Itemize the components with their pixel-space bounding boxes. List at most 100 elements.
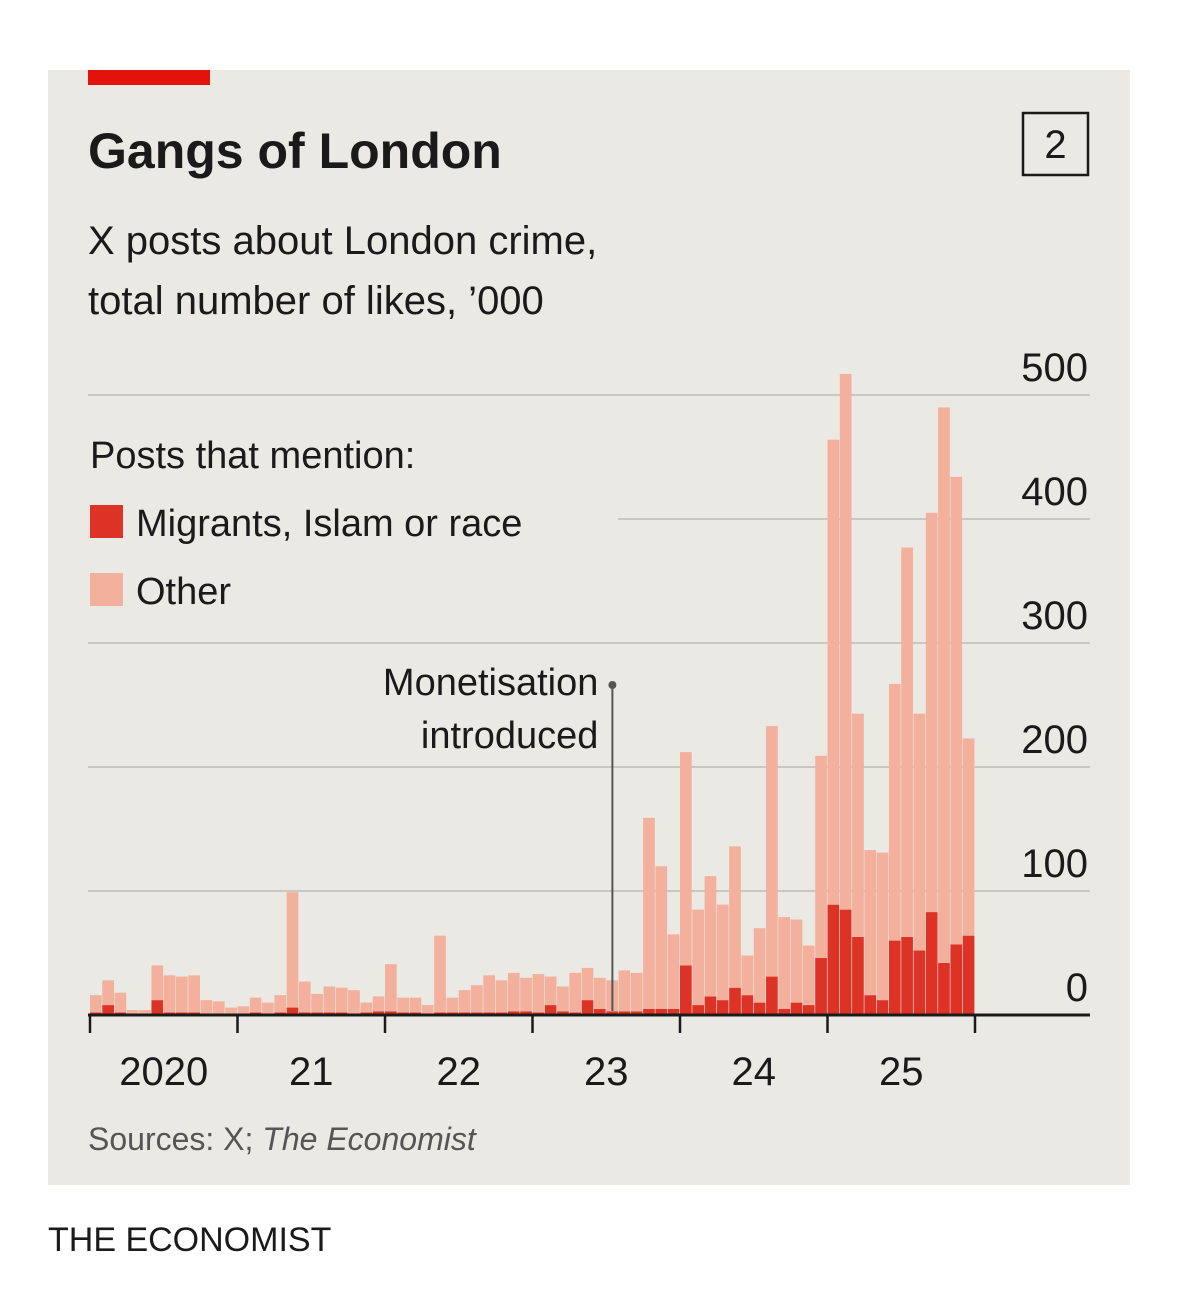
bar-segment [311, 993, 323, 1013]
y-tick-label: 400 [1021, 470, 1088, 514]
bar-segment [495, 980, 508, 1013]
bar-segment [790, 919, 803, 1003]
bar-segment [741, 995, 754, 1015]
subtitle-line: total number of likes, ’000 [88, 279, 544, 323]
source-text: Sources: X; [88, 1121, 253, 1157]
bar-segment [729, 846, 741, 988]
bar-segment [298, 981, 311, 1013]
bar-segment [925, 512, 938, 913]
chart-number: 2 [1044, 123, 1066, 167]
y-tick-label: 100 [1021, 842, 1088, 886]
bar-segment [790, 1002, 803, 1015]
bar-segment [876, 852, 889, 1001]
bars [90, 373, 975, 1015]
bar-segment [839, 909, 852, 1015]
bar-segment [471, 985, 483, 1013]
bar-segment [667, 934, 680, 1009]
bar-segment [286, 892, 299, 1008]
bar-segment [704, 996, 717, 1015]
bar-segment [385, 964, 397, 1012]
x-tick-label: 24 [732, 1050, 777, 1094]
x-tick-label: 22 [437, 1050, 482, 1094]
bar-segment [766, 726, 778, 977]
bar-segment [778, 1008, 791, 1015]
bar-segment [655, 1008, 668, 1015]
bar-segment [618, 1011, 631, 1015]
bar-segment [446, 997, 459, 1013]
bar-segment [286, 1007, 299, 1015]
bar-segment [126, 1010, 139, 1014]
legend-swatch [90, 505, 123, 538]
bar-segment [90, 995, 102, 1013]
x-tick-label: 2020 [119, 1050, 208, 1094]
y-tick-label: 500 [1021, 346, 1088, 390]
bar-segment [950, 944, 963, 1015]
bar-segment [520, 977, 532, 1012]
bar-segment [163, 975, 176, 1013]
bar-segment [176, 976, 188, 1013]
x-tick-label: 23 [584, 1050, 629, 1094]
bar-segment [348, 990, 360, 1014]
bar-segment [704, 876, 717, 997]
bar-segment [753, 1002, 766, 1015]
bar-segment [200, 1000, 213, 1014]
bar-segment [458, 990, 471, 1013]
bar-segment [581, 1000, 594, 1015]
bar-segment [852, 713, 864, 937]
bar-segment [360, 1002, 373, 1013]
bar-segment [630, 972, 643, 1012]
bar-segment [827, 904, 840, 1015]
bar-segment [507, 1011, 520, 1015]
bar-segment [680, 965, 692, 1015]
bar-segment [630, 1011, 643, 1015]
bar-segment [901, 936, 913, 1015]
footer: THE ECONOMIST [48, 1221, 331, 1259]
bar-segment [692, 909, 704, 1006]
legend-background [86, 420, 618, 610]
source-italic: The Economist [262, 1121, 477, 1157]
bar-segment [753, 928, 766, 1003]
bar-segment [925, 912, 938, 1015]
bar-segment [716, 904, 729, 1001]
bar-segment [606, 1011, 618, 1015]
bar-segment [335, 987, 348, 1013]
bar-segment [434, 935, 446, 1013]
bar-segment [532, 974, 545, 1013]
bar-segment [249, 997, 262, 1013]
bar-segment [372, 996, 385, 1012]
bar-segment [421, 1005, 434, 1014]
chart-number-box [1021, 111, 1090, 177]
bar-segment [852, 936, 864, 1015]
bar-segment [962, 738, 975, 936]
bar-segment [372, 1011, 385, 1015]
bar-segment [102, 1005, 114, 1015]
red-strip [88, 70, 210, 85]
bar-segment [593, 977, 606, 1009]
bar-segment [962, 935, 975, 1015]
bar-segment [114, 992, 127, 1013]
legend-label: Migrants, Islam or race [136, 503, 522, 545]
x-tick-label: 21 [289, 1050, 334, 1094]
x-tick-label: 25 [879, 1050, 924, 1094]
bar-segment [729, 987, 741, 1015]
bar-segment [778, 917, 791, 1009]
bar-segment [581, 967, 594, 1001]
bar-segment [950, 476, 963, 945]
bar-segment [716, 1000, 729, 1015]
source: Sources: X; The Economist [88, 1121, 477, 1157]
legend-label: Other [136, 571, 231, 613]
bar-segment [766, 976, 778, 1015]
bar-segment [544, 1005, 557, 1015]
grid: 0 100 200 300 400 500 [88, 346, 1090, 1010]
bar-segment [864, 850, 877, 996]
bar-segment [864, 995, 877, 1015]
bar-segment [888, 683, 901, 941]
subtitle-line: X posts about London crime, [88, 219, 597, 263]
bar-segment [262, 1002, 274, 1014]
bar-segment [876, 1000, 889, 1015]
bar-segment [212, 1001, 225, 1014]
bar-segment [188, 975, 201, 1013]
bar-segment [557, 986, 569, 1012]
annotation-text: Monetisation [383, 662, 598, 704]
